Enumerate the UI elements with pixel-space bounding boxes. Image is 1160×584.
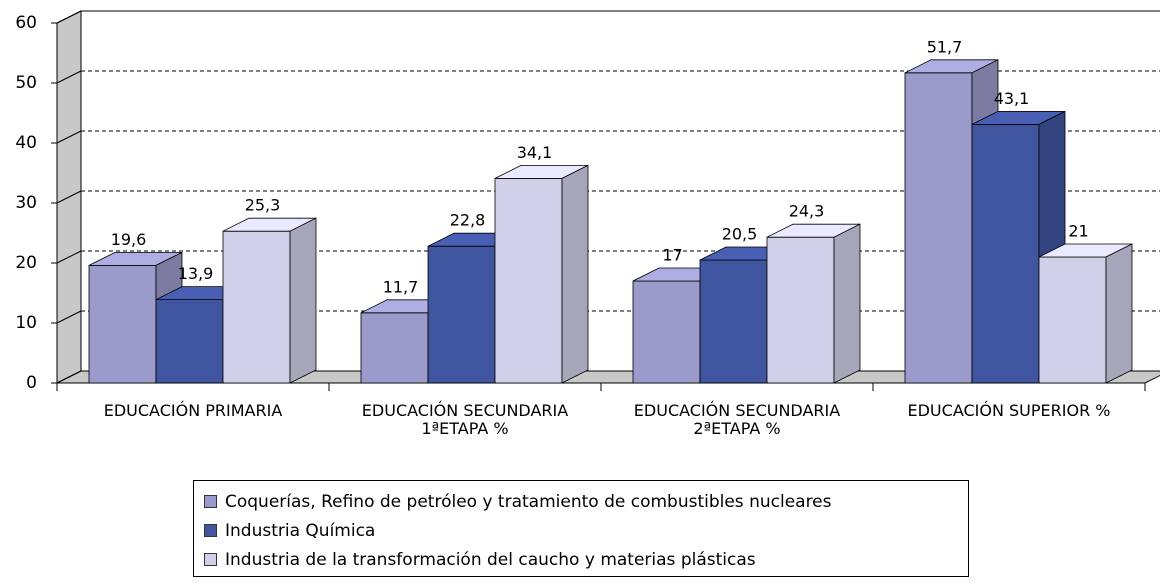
x-tick-label: EDUCACIÓN SUPERIOR % <box>907 401 1111 420</box>
side-grid <box>56 130 82 144</box>
value-label: 43,1 <box>994 89 1030 108</box>
x-tick-label: EDUCACIÓN SECUNDARIA 2ªETAPA % <box>633 401 841 438</box>
bar-front <box>699 259 768 384</box>
legend-item: Industria Química <box>204 516 968 545</box>
value-label: 11,7 <box>383 277 419 296</box>
side-grid <box>56 10 82 24</box>
y-tick-label: 0 <box>26 373 37 393</box>
bar-front <box>155 299 224 384</box>
bar-front <box>971 124 1040 384</box>
value-label: 22,8 <box>450 211 486 230</box>
bar-side <box>1105 243 1133 384</box>
side-grid <box>56 70 82 84</box>
legend-item: Coquerías, Refino de petróleo y tratamie… <box>204 487 968 516</box>
value-label: 13,9 <box>178 264 214 283</box>
bar-front <box>632 280 701 384</box>
value-label: 24,3 <box>789 202 825 221</box>
value-label: 25,3 <box>245 196 281 215</box>
side-grid <box>56 250 82 264</box>
value-label: 34,1 <box>517 143 553 162</box>
y-tick-label: 40 <box>15 133 37 153</box>
legend-swatch <box>204 495 217 508</box>
value-label: 21 <box>1068 222 1088 241</box>
y-tick-label: 60 <box>15 13 37 33</box>
bar-side <box>289 217 317 384</box>
bar-side <box>833 223 861 384</box>
value-label: 17 <box>662 246 682 265</box>
bar-front <box>904 72 973 384</box>
bar-front <box>222 230 291 384</box>
legend-swatch <box>204 553 217 566</box>
legend-label: Industria de la transformación del cauch… <box>225 549 756 570</box>
bar-front <box>766 236 835 384</box>
value-label: 51,7 <box>927 37 963 56</box>
bar-front <box>360 312 429 384</box>
y-tick-label: 10 <box>15 313 37 333</box>
legend-swatch <box>204 524 217 537</box>
bar-front <box>427 245 496 384</box>
y-tick-label: 50 <box>15 73 37 93</box>
legend: Coquerías, Refino de petróleo y tratamie… <box>193 480 969 577</box>
bar-front <box>494 177 563 384</box>
legend-label: Coquerías, Refino de petróleo y tratamie… <box>225 491 832 512</box>
value-label: 20,5 <box>722 225 758 244</box>
bar-side <box>561 164 589 384</box>
x-tick-label: EDUCACIÓN SECUNDARIA 1ªETAPA % <box>361 401 569 438</box>
y-tick-label: 30 <box>15 193 37 213</box>
legend-label: Industria Química <box>225 520 376 541</box>
bar-front <box>88 264 157 384</box>
x-tick-label: EDUCACIÓN PRIMARIA <box>103 401 283 420</box>
side-grid <box>56 370 82 384</box>
plot: 0 10 20 30 40 50 60 19,6 13,9 25,3 11,7 22,8 34,1 17 2… <box>15 10 1160 393</box>
side-grid <box>56 190 82 204</box>
bar-front <box>1038 256 1107 384</box>
value-label: 19,6 <box>111 230 147 249</box>
legend-item: Industria de la transformación del cauch… <box>204 545 968 574</box>
y-tick-label: 20 <box>15 253 37 273</box>
side-grid <box>56 310 82 324</box>
